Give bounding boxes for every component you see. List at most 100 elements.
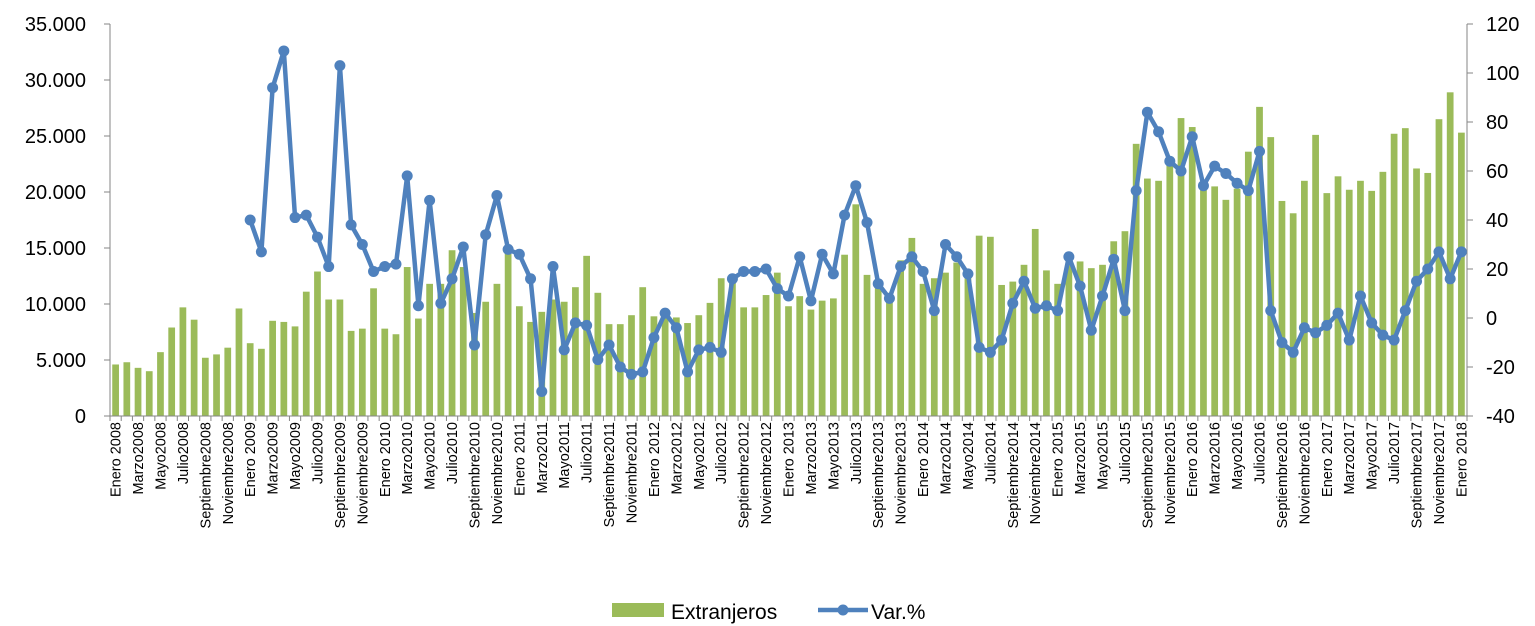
point-var-pct xyxy=(1108,253,1120,265)
bar-extranjeros xyxy=(168,327,176,416)
bar-extranjeros xyxy=(1087,268,1095,416)
point-var-pct xyxy=(1343,334,1355,346)
x-tick-label: Septiembre2011 xyxy=(602,422,618,527)
left-tick-label: 0 xyxy=(75,406,86,428)
x-tick-label: Noviembre2010 xyxy=(490,422,506,524)
point-var-pct xyxy=(1209,160,1221,172)
x-tick-label: Enero 2013 xyxy=(782,422,798,497)
point-var-pct xyxy=(267,82,279,94)
point-var-pct xyxy=(962,268,974,280)
bar-extranjeros xyxy=(179,307,187,416)
bar-extranjeros xyxy=(639,287,647,416)
point-var-pct xyxy=(1130,185,1142,197)
left-tick-label: 20.000 xyxy=(25,182,86,204)
bar-extranjeros xyxy=(1155,180,1162,416)
x-tick-label: Julio2008 xyxy=(176,422,192,484)
left-tick-label: 35.000 xyxy=(25,14,86,36)
bar-extranjeros xyxy=(145,371,153,416)
bar-extranjeros xyxy=(1413,168,1420,416)
bar-extranjeros xyxy=(224,347,232,416)
point-var-pct xyxy=(726,273,738,285)
point-var-pct xyxy=(1007,297,1019,309)
legend-marker-var xyxy=(837,604,849,616)
right-tick-label: 80 xyxy=(1486,112,1508,134)
point-var-pct xyxy=(401,170,413,182)
point-var-pct xyxy=(940,239,952,250)
point-var-pct xyxy=(592,354,604,366)
bar-extranjeros xyxy=(437,283,445,416)
right-tick-label: 0 xyxy=(1486,308,1497,330)
point-var-pct xyxy=(1433,246,1445,258)
bar-extranjeros xyxy=(1379,171,1387,416)
bar-extranjeros xyxy=(830,298,837,416)
right-tick-label: 60 xyxy=(1486,161,1508,183)
bar-extranjeros xyxy=(897,260,905,416)
point-var-pct xyxy=(749,265,761,277)
x-tick-label: Julio2013 xyxy=(849,422,865,484)
bar-extranjeros xyxy=(1144,178,1151,416)
point-var-pct xyxy=(625,368,637,380)
point-var-pct xyxy=(760,263,772,275)
bar-extranjeros xyxy=(471,312,478,416)
x-tick-label: Noviembre2011 xyxy=(624,422,640,523)
bar-extranjeros xyxy=(975,235,983,416)
point-var-pct xyxy=(1231,177,1243,189)
bar-extranjeros xyxy=(201,357,209,416)
bar-extranjeros xyxy=(1121,231,1129,416)
x-tick-label: Marzo2014 xyxy=(939,422,955,495)
bar-extranjeros xyxy=(527,321,534,416)
point-var-pct xyxy=(1040,300,1052,312)
x-tick-label: Septiembre2017 xyxy=(1410,422,1426,528)
x-tick-label: Septiembre2016 xyxy=(1275,422,1291,528)
point-var-pct xyxy=(1332,307,1344,319)
bar-extranjeros xyxy=(1110,241,1118,416)
legend: Extranjeros Var.% xyxy=(612,601,925,624)
bar-extranjeros xyxy=(661,312,669,416)
point-var-pct xyxy=(558,344,570,356)
point-var-pct xyxy=(1175,165,1187,177)
x-tick-label: Marzo2015 xyxy=(1073,422,1089,495)
point-var-pct xyxy=(446,273,458,285)
bar-extranjeros xyxy=(650,316,658,416)
point-var-pct xyxy=(1298,322,1310,334)
left-tick-label: 5.000 xyxy=(36,350,86,372)
x-tick-label: Septiembre2009 xyxy=(333,422,349,528)
x-tick-label: Septiembre2014 xyxy=(1006,422,1022,528)
point-var-pct xyxy=(255,246,267,258)
point-var-pct xyxy=(704,341,716,353)
x-tick-label: Enero 2010 xyxy=(378,422,394,497)
x-tick-label: Noviembre2016 xyxy=(1297,422,1313,524)
point-var-pct xyxy=(648,332,660,344)
point-var-pct xyxy=(311,231,323,243)
bar-extranjeros xyxy=(908,237,916,416)
point-var-pct xyxy=(861,216,873,228)
x-tick-label: Marzo2011 xyxy=(535,422,551,493)
bar-extranjeros xyxy=(1009,281,1017,416)
bar-extranjeros xyxy=(291,326,299,416)
bar-extranjeros xyxy=(1020,264,1028,416)
bar-extranjeros xyxy=(235,308,243,416)
point-var-pct xyxy=(715,346,727,358)
point-var-pct xyxy=(569,317,581,329)
bar-extranjeros xyxy=(370,288,377,416)
right-tick-label: -20 xyxy=(1486,357,1515,379)
right-tick-label: 120 xyxy=(1486,14,1519,36)
x-tick-label: Noviembre2012 xyxy=(759,422,775,524)
point-var-pct xyxy=(670,322,682,334)
x-tick-label: Marzo2010 xyxy=(400,422,416,495)
point-var-pct xyxy=(1254,145,1266,157)
point-var-pct xyxy=(424,194,436,206)
point-var-pct xyxy=(928,305,940,317)
bar-extranjeros xyxy=(1435,119,1443,416)
bar-extranjeros xyxy=(740,307,748,416)
bar-extranjeros xyxy=(953,262,961,416)
x-tick-label: Julio2017 xyxy=(1387,422,1403,484)
axes-layer: 0 5.000 10.000 15.000 20.000 25.000 30.000 35.0… xyxy=(25,14,1520,528)
point-var-pct xyxy=(1220,167,1232,179)
bar-extranjeros xyxy=(1312,134,1319,416)
point-var-pct xyxy=(1287,346,1299,358)
bar-extranjeros xyxy=(358,328,366,416)
x-tick-label: Mayo2013 xyxy=(826,422,842,490)
bar-extranjeros xyxy=(863,274,871,416)
